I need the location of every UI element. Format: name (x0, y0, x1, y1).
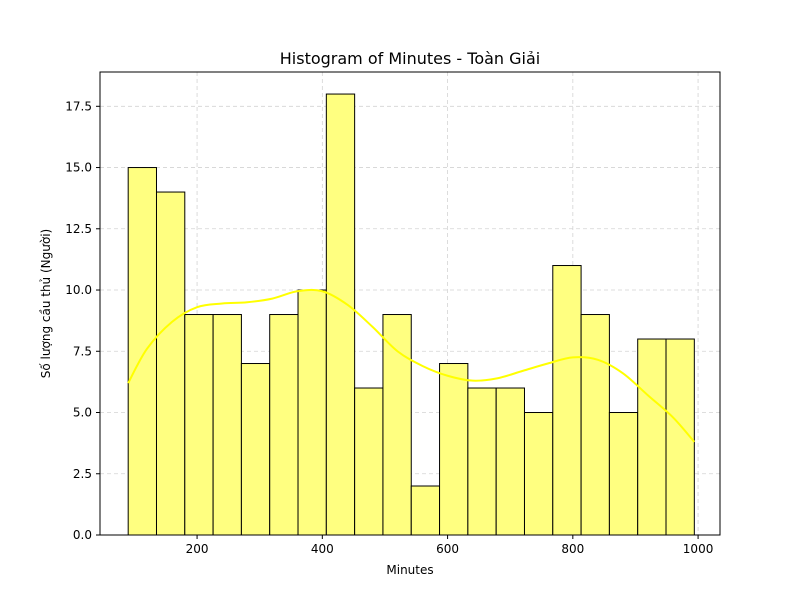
x-tick-label: 200 (186, 542, 209, 556)
histogram-bar (467, 387, 497, 536)
y-axis-ticks: 0.0 2.5 5.0 7.5 10.0 12.5 15.0 17.5 (65, 99, 100, 542)
y-tick-label: 5.0 (73, 406, 92, 420)
y-tick-label: 12.5 (65, 222, 92, 236)
histogram-bar (580, 314, 610, 536)
y-tick-label: 2.5 (73, 467, 92, 481)
plot-frame (99, 71, 721, 536)
histogram-bar (637, 338, 667, 536)
histogram-bar (354, 387, 384, 536)
histogram-bars (127, 93, 695, 536)
histogram-bar (325, 93, 356, 536)
x-tick-label: 800 (561, 542, 584, 556)
histogram-bar (552, 265, 582, 536)
y-tick-label: 15.0 (65, 161, 92, 175)
histogram-bar (269, 314, 299, 536)
y-axis-label: Số lượng cầu thủ (Người) (39, 229, 53, 378)
x-axis-ticks: 200 400 600 800 1000 (186, 535, 714, 556)
histogram-bar (212, 314, 242, 536)
y-tick-label: 10.0 (65, 283, 92, 297)
x-tick-label: 400 (311, 542, 334, 556)
histogram-bar (240, 363, 271, 536)
histogram-bar (184, 314, 214, 536)
y-tick-label: 17.5 (65, 99, 92, 113)
x-tick-label: 600 (436, 542, 459, 556)
kde-curve-layer (127, 288, 696, 443)
x-tick-label: 1000 (683, 542, 714, 556)
histogram-bar (523, 412, 554, 536)
histogram-bar (297, 289, 327, 536)
histogram-bar (608, 412, 639, 536)
y-tick-label: 0.0 (73, 528, 92, 542)
y-tick-label: 7.5 (73, 344, 92, 358)
histogram-bar (410, 485, 441, 536)
histogram-bar (382, 314, 412, 536)
histogram-bar (495, 387, 525, 536)
chart-title: Histogram of Minutes - Toàn Giải (280, 49, 541, 68)
histogram-bar (155, 191, 186, 536)
x-axis-label: Minutes (386, 563, 433, 577)
histogram-bar (439, 363, 469, 536)
kde-curve (127, 288, 696, 443)
histogram-bar (127, 167, 157, 536)
